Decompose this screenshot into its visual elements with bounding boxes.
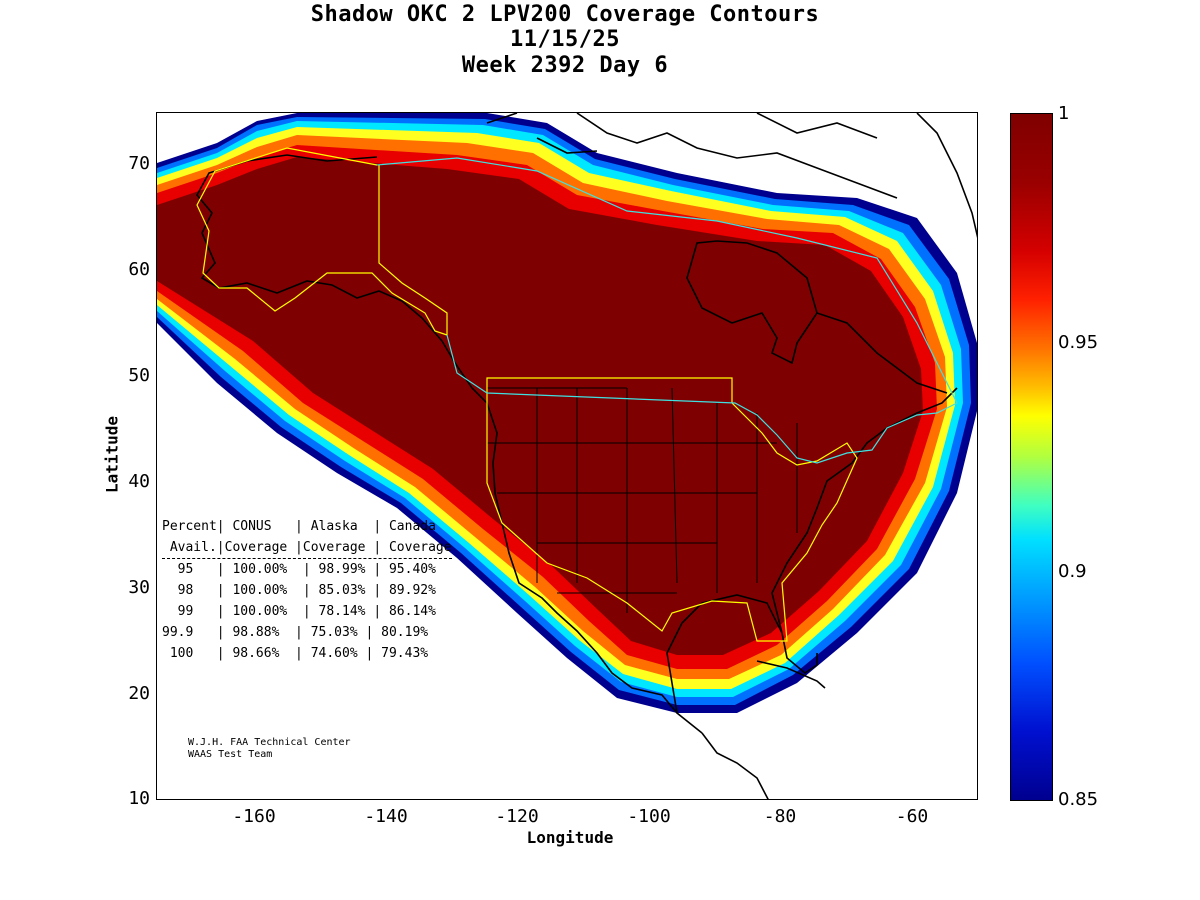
stats-row: 95 | 100.00% | 98.99% | 95.40% — [162, 562, 436, 577]
coast-arctic-islands — [486, 113, 898, 199]
coast-central-america — [701, 732, 769, 799]
credit-block: W.J.H. FAA Technical Center WAAS Test Te… — [188, 737, 351, 761]
boundary-conus — [486, 377, 858, 642]
y-tick: 60 — [128, 259, 150, 280]
y-tick: 30 — [128, 577, 150, 598]
y-tick: 10 — [128, 788, 150, 809]
coast-labrador — [816, 312, 948, 394]
coast-cuba — [756, 660, 826, 689]
colorbar-tick: 0.95 — [1058, 332, 1099, 353]
stats-row: 98 | 100.00% | 85.03% | 89.92% — [162, 583, 436, 598]
coast-bc-pacific — [454, 362, 703, 734]
chart-title-line-1: Shadow OKC 2 LPV200 Coverage Contours — [310, 2, 820, 27]
x-tick: -100 — [627, 806, 671, 827]
stats-row: 100 | 98.66% | 74.60% | 79.43% — [162, 646, 429, 661]
colorbar-tick: 1 — [1058, 103, 1070, 124]
x-tick: -160 — [232, 806, 276, 827]
stats-header-1: Percent| CONUS | Alaska | Canada — [162, 519, 436, 534]
map-plot-area — [156, 112, 978, 800]
boundary-alaska — [196, 147, 448, 336]
colorbar-tick: 0.9 — [1058, 561, 1087, 582]
credit-line-2: WAAS Test Team — [188, 749, 273, 760]
colorbar-tick: 0.85 — [1058, 789, 1099, 810]
y-tick: 50 — [128, 365, 150, 386]
us-state-borders — [487, 387, 798, 613]
coast-gulf-mexico — [666, 594, 818, 714]
region-boundaries — [196, 147, 958, 642]
coast-greenland — [916, 113, 977, 238]
stats-row: 99.9 | 98.88% | 75.03% | 80.19% — [162, 625, 429, 640]
coverage-stats-table: Percent| CONUS | Alaska | Canada Avail.|… — [162, 516, 452, 664]
x-tick: -140 — [364, 806, 408, 827]
stats-header-2: Avail.|Coverage |Coverage | Coverage — [162, 537, 452, 559]
chart-title-date: 11/15/25 — [510, 27, 620, 52]
credit-line-1: W.J.H. FAA Technical Center — [188, 737, 351, 748]
x-tick: -120 — [495, 806, 539, 827]
x-tick: -80 — [763, 806, 797, 827]
coast-hudson-bay — [686, 240, 818, 365]
y-tick: 70 — [128, 153, 150, 174]
stats-row: 99 | 100.00% | 78.14% | 86.14% — [162, 604, 436, 619]
boundary-canada — [376, 157, 958, 464]
colorbar — [1010, 113, 1053, 801]
x-tick: -60 — [895, 806, 929, 827]
coverage-map — [157, 113, 977, 799]
chart-title-week: Week 2392 Day 6 — [461, 53, 669, 78]
x-axis-label: Longitude — [526, 828, 614, 847]
y-tick: 40 — [128, 471, 150, 492]
y-axis-label: Latitude — [102, 415, 122, 494]
coast-atlantic — [771, 387, 958, 634]
coverage-contours — [157, 113, 977, 713]
y-tick: 20 — [128, 683, 150, 704]
contour-band-1.00 — [157, 157, 923, 655]
